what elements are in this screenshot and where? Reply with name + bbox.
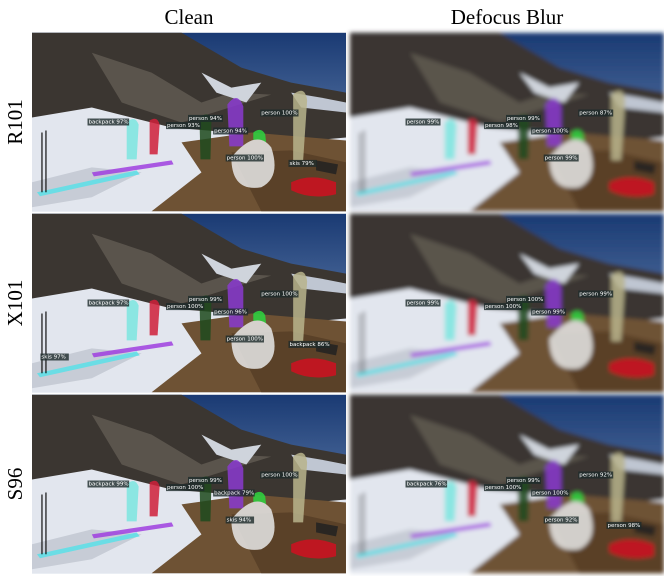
detection-label: person 100% [261,292,297,298]
detection-label: person 99% [189,297,222,303]
detection-label-bg [260,290,299,298]
detection-label-bg [606,521,642,529]
detection-label: skis 97% [41,355,65,361]
detection-label-bg [405,118,441,126]
detection-label: person 100% [227,337,263,343]
detection-label: person 94% [189,116,222,122]
detection-label: person 98% [485,123,518,129]
detection-label: backpack 86% [289,342,329,348]
detection-label-bg [506,114,541,122]
detection-label: person 100% [507,297,543,303]
detection-label: person 99% [507,116,540,122]
detection-label-bg [166,484,205,492]
column-header: Clean [165,5,214,29]
detection-label: person 100% [167,304,203,310]
detection-label: person 100% [261,111,297,117]
detection-label-bg [578,109,614,117]
row-label: R101 [3,99,27,145]
detection-label: backpack 97% [89,301,129,307]
detection-label-bg [213,489,255,497]
detection-label-bg [531,308,567,316]
detection-label-bg [260,109,299,117]
detection-label: person 94% [214,129,247,135]
detection-label: person 87% [579,111,612,117]
detection-label: backpack 76% [407,482,447,488]
detection-label: person 99% [532,310,565,316]
scene-image [32,213,346,393]
detection-label-bg [543,154,579,162]
detection-label-bg [87,480,130,488]
image-panel: backpack 99%person 99%person 100%person … [32,394,346,574]
detection-label-bg [506,295,545,303]
detection-label: backpack 97% [89,120,129,126]
detection-label-bg [40,353,69,361]
detection-label-bg [578,290,614,298]
detection-label-bg [506,476,541,484]
detection-label: person 100% [261,473,297,479]
detection-label-bg [531,489,570,497]
scene-image [350,394,664,574]
detection-label: person 100% [532,129,568,135]
detection-label: person 100% [167,485,203,491]
detection-label: backpack 99% [89,482,129,488]
detection-label: person 100% [227,156,263,162]
detection-label: person 100% [532,491,568,497]
detection-label-bg [87,299,130,307]
detection-label-bg [288,340,331,348]
row-label: X101 [3,280,27,327]
detection-label-bg [225,516,255,524]
detection-label: person 100% [485,485,521,491]
row-label: S96 [3,468,27,501]
detection-label: backpack 79% [214,491,254,497]
detection-label-bg [225,154,264,162]
detection-label-bg [166,122,202,130]
scene-image [350,213,664,393]
detection-label-bg [484,303,523,311]
detection-label: person 92% [579,473,612,479]
detection-label: person 100% [485,304,521,310]
detection-label-bg [188,114,223,122]
detection-label-bg [578,471,614,479]
scene-image [350,32,664,212]
detection-label-bg [166,303,205,311]
detection-label-bg [543,516,579,524]
detection-label: person 98% [607,523,640,529]
detection-label-bg [531,127,570,135]
image-panel: backpack 97%person 94%person 93%person 1… [32,32,346,212]
detection-label-bg [188,476,223,484]
detection-label: person 93% [167,123,200,129]
detection-label-bg [484,122,520,130]
detection-label-bg [484,484,523,492]
detection-label-bg [225,335,264,343]
detection-label-bg [405,299,441,307]
detection-label: person 99% [189,478,222,484]
column-header: Defocus Blur [451,5,564,29]
detection-label-bg [87,118,130,126]
detection-label: person 99% [407,301,440,307]
detection-label: person 92% [545,518,578,524]
detection-label-bg [405,480,448,488]
scene-image [32,394,346,574]
image-panel: person 99% person 100%person 100% person 9… [350,213,664,393]
detection-label: skis 94% [227,518,251,524]
detection-label: person 99% [545,156,578,162]
detection-label-bg [213,308,249,316]
detection-label-bg [288,159,317,167]
detection-label: person 99% [507,478,540,484]
detection-label: person 96% [214,310,247,316]
image-panel: person 99%person 99%person 98%person 87%… [350,32,664,212]
detection-label: person 99% [579,292,612,298]
detection-label-bg [260,471,299,479]
detection-label-bg [213,127,249,135]
image-panel: backpack 97%person 99%person 100%person … [32,213,346,393]
detection-label: skis 79% [289,161,313,167]
scene-image [32,32,346,212]
detection-label-bg [188,295,223,303]
detection-label: person 99% [407,120,440,126]
image-panel: backpack 76%person 99%person 100%person … [350,394,664,574]
panel-grid: backpack 97%person 94%person 93%person 1… [32,32,664,574]
